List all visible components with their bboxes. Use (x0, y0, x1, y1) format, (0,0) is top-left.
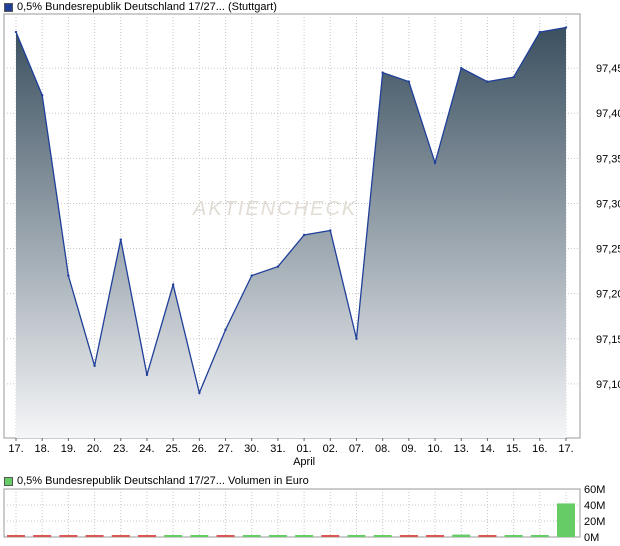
price-x-tick-label: 01. (296, 443, 311, 455)
volume-bar (347, 535, 366, 537)
price-y-tick-label: 97,15 (596, 334, 620, 346)
volume-bar (59, 535, 78, 537)
price-legend-swatch (4, 2, 13, 12)
price-data-point (67, 274, 70, 277)
price-data-point (276, 265, 280, 268)
price-area-fill (16, 27, 566, 439)
volume-y-tick-label: 0M (584, 532, 599, 544)
price-x-tick-label: 27. (218, 443, 233, 455)
volume-bar (557, 503, 575, 537)
price-x-tick-label: 08. (375, 443, 390, 455)
price-x-tick-label: 16. (532, 443, 547, 455)
price-x-tick-label: 17. (558, 443, 573, 455)
volume-legend: 0,5% Bundesrepublik Deutschland 17/27...… (4, 474, 309, 488)
price-series-line (15, 26, 567, 395)
volume-bar (7, 535, 25, 537)
watermark-text: AKTIENCHECK (192, 198, 357, 220)
price-month-label: April (293, 456, 315, 468)
volume-y-tick-label: 20M (584, 516, 605, 528)
volume-y-tick-label: 60M (584, 484, 605, 496)
price-data-point (40, 93, 44, 97)
price-data-point (14, 30, 18, 34)
volume-bar (426, 535, 445, 537)
price-x-tick-label: 18. (35, 443, 50, 455)
volume-bar (399, 535, 418, 537)
price-y-tick-label: 97,35 (596, 153, 620, 165)
volume-bar (478, 535, 497, 537)
price-x-tick-label: 15. (506, 443, 521, 455)
price-data-point (355, 337, 358, 340)
price-x-tick-label: 14. (480, 443, 495, 455)
volume-bar (242, 535, 261, 537)
price-y-tick-label: 97,20 (596, 289, 620, 301)
price-data-point (564, 26, 568, 29)
price-x-tick-label: 25. (165, 443, 180, 455)
volume-bar (504, 535, 523, 537)
price-y-tick-label: 97,40 (596, 108, 620, 120)
price-y-tick-label: 97,25 (596, 244, 620, 256)
volume-bar (85, 535, 104, 537)
volume-bar (373, 535, 392, 537)
price-x-tick-label: 23. (113, 443, 128, 455)
volume-bar (111, 535, 130, 537)
volume-legend-swatch (4, 476, 13, 486)
price-data-point (433, 161, 437, 165)
price-y-tick-label: 97,30 (596, 198, 620, 210)
price-x-tick-label: 30. (244, 443, 259, 455)
price-x-tick-label: 19. (61, 443, 76, 455)
price-x-tick-label: 20. (87, 443, 102, 455)
price-x-tick-label: 17. (8, 443, 23, 455)
price-x-tick-label: 24. (139, 443, 154, 455)
volume-bar (137, 535, 156, 537)
volume-legend-label: 0,5% Bundesrepublik Deutschland 17/27...… (17, 475, 309, 487)
volume-bar (164, 535, 183, 537)
price-data-point (538, 30, 542, 34)
volume-bar (452, 534, 471, 537)
price-x-tick-label: 07. (349, 443, 364, 455)
price-data-point (171, 283, 175, 286)
price-data-point (329, 229, 332, 232)
price-data-point (407, 80, 411, 83)
price-data-point (512, 75, 515, 79)
price-data-point (250, 274, 253, 277)
price-data-point (93, 364, 96, 368)
price-x-tick-label: 31. (270, 443, 285, 455)
price-x-tick-label: 26. (192, 443, 207, 455)
price-data-point (145, 373, 149, 377)
price-data-point (119, 238, 122, 241)
price-data-point (198, 391, 201, 395)
volume-bar (33, 535, 52, 537)
price-data-point (224, 328, 227, 331)
price-data-point (486, 80, 489, 83)
price-legend-label: 0,5% Bundesrepublik Deutschland 17/27...… (17, 1, 277, 13)
volume-y-tick-label: 40M (584, 500, 605, 512)
price-data-point (302, 233, 306, 237)
volume-bar (190, 535, 209, 537)
volume-bar (321, 535, 340, 537)
price-x-tick-label: 13. (454, 443, 469, 455)
volume-plot-frame (3, 488, 581, 538)
price-y-tick-label: 97,10 (596, 379, 620, 391)
price-data-point (460, 66, 463, 70)
volume-bar (268, 535, 287, 537)
volume-bar (216, 535, 235, 537)
price-data-point (381, 71, 384, 74)
volume-bar (530, 535, 549, 537)
volume-bar (295, 535, 314, 537)
price-x-tick-label: 10. (427, 443, 442, 455)
price-legend: 0,5% Bundesrepublik Deutschland 17/27...… (4, 0, 277, 14)
price-y-tick-label: 97,45 (596, 63, 620, 75)
price-x-tick-label: 09. (401, 443, 416, 455)
price-x-tick-label: 02. (323, 443, 338, 455)
